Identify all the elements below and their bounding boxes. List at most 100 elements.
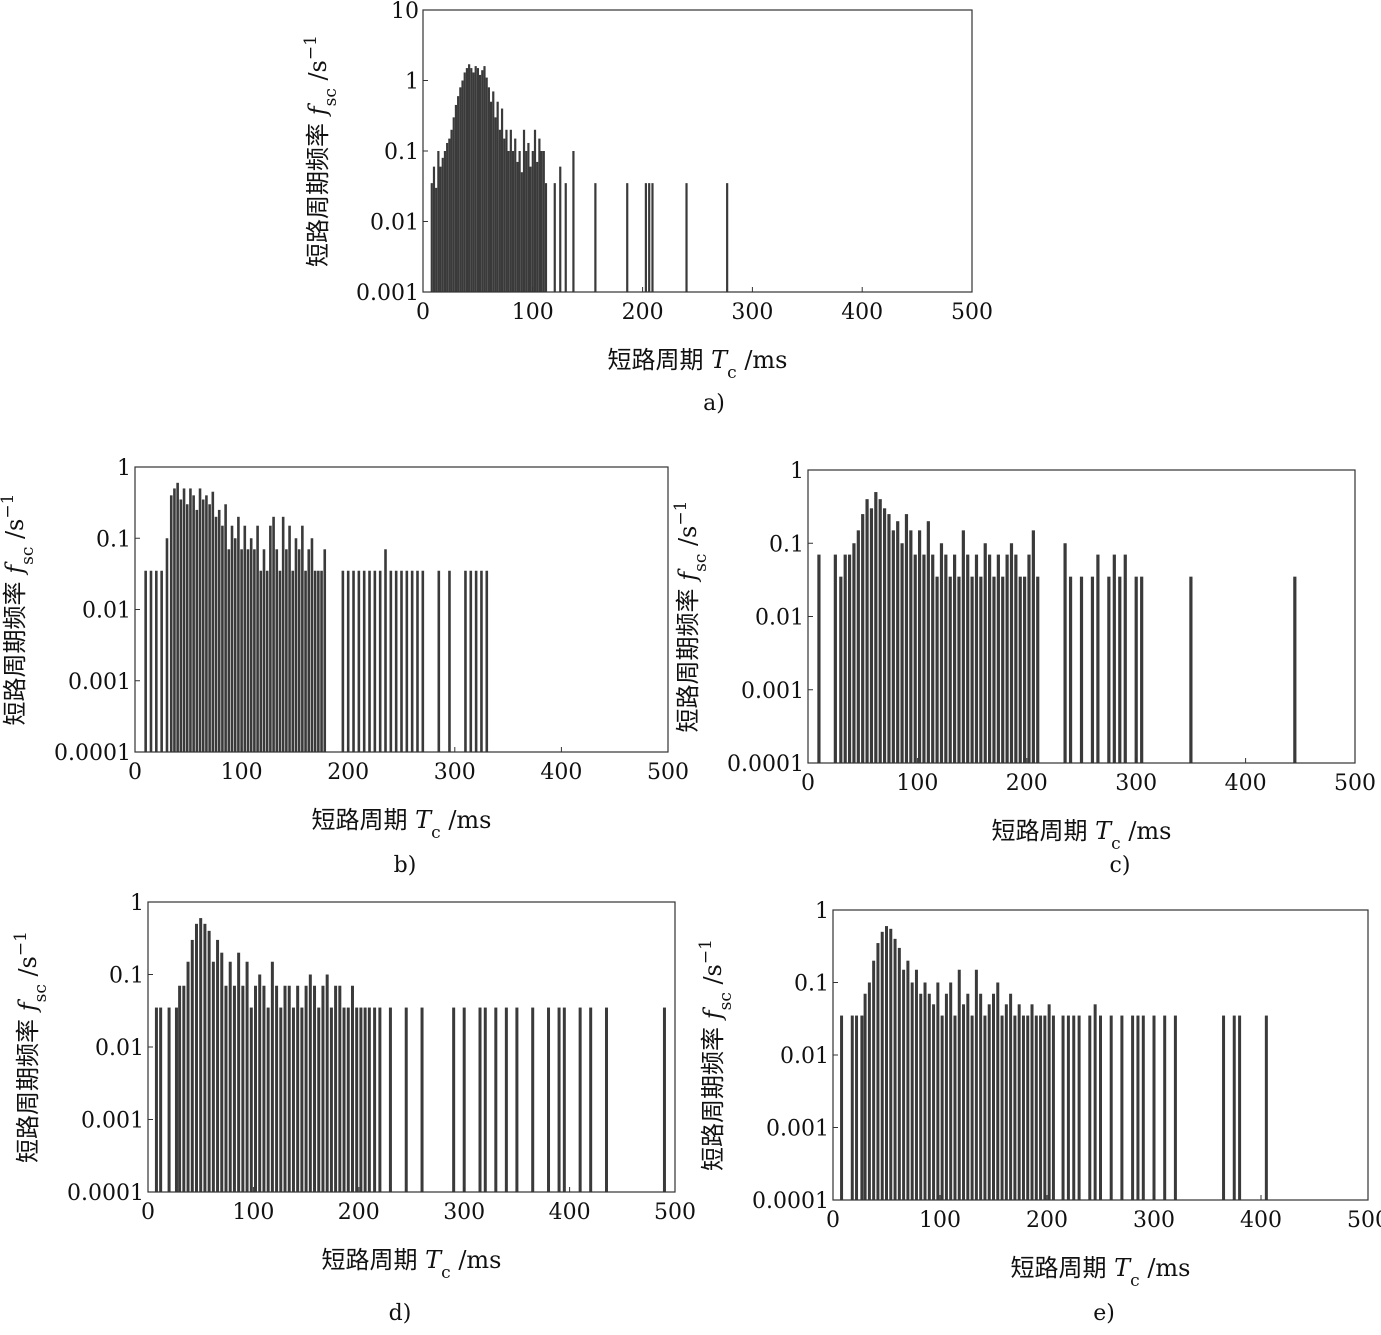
- bar: [478, 1007, 482, 1192]
- bar: [208, 504, 211, 752]
- y-tick-label: 0.1: [384, 140, 419, 165]
- bar: [461, 80, 464, 292]
- bar: [1189, 576, 1193, 763]
- bar: [516, 161, 519, 292]
- bar: [1173, 1015, 1177, 1200]
- bar: [974, 969, 978, 1200]
- bar: [221, 525, 224, 752]
- bar: [840, 1015, 844, 1200]
- bar: [923, 982, 927, 1200]
- bar: [944, 993, 948, 1200]
- bar: [531, 151, 534, 292]
- bar: [1004, 1004, 1008, 1200]
- x-tick-label: 0: [801, 771, 815, 796]
- bar: [211, 491, 215, 752]
- bar: [154, 1007, 158, 1192]
- bar: [992, 993, 995, 1200]
- bar: [518, 151, 521, 292]
- y-axis-label: 短路周期频率 fsc /s−1: [301, 35, 341, 267]
- bar: [483, 1007, 487, 1192]
- panel-label: d): [389, 1301, 412, 1326]
- bar: [1118, 576, 1122, 763]
- bar: [296, 985, 300, 1192]
- bar: [983, 1015, 987, 1200]
- bar: [388, 1007, 392, 1192]
- bar: [562, 1007, 566, 1192]
- bar: [378, 1007, 382, 1192]
- bar: [454, 104, 458, 292]
- bar: [896, 521, 900, 763]
- bar: [432, 166, 436, 292]
- x-axis-label: 短路周期 Tc /ms: [312, 806, 492, 843]
- bar: [243, 525, 247, 752]
- bar: [220, 952, 224, 1192]
- bar: [313, 570, 317, 752]
- bar: [258, 974, 262, 1192]
- x-tick-label: 400: [1240, 1208, 1282, 1233]
- bar: [435, 187, 438, 292]
- bar: [199, 918, 203, 1192]
- bar: [856, 530, 860, 763]
- y-axis-label: 短路周期频率 fsc /s−1: [0, 494, 38, 726]
- bar: [338, 985, 342, 1192]
- bar: [346, 1007, 350, 1192]
- bar: [1152, 1015, 1156, 1200]
- x-tick-label: 400: [1225, 771, 1267, 796]
- bar: [452, 117, 455, 292]
- bar: [198, 488, 202, 752]
- bar: [867, 982, 871, 1200]
- bar: [874, 492, 878, 763]
- bar: [891, 530, 895, 763]
- x-tick-label: 300: [1133, 1208, 1175, 1233]
- bar: [279, 1007, 283, 1192]
- y-tick-label: 0.01: [95, 1036, 144, 1061]
- x-tick-label: 100: [919, 1208, 961, 1233]
- y-tick-label: 0.1: [769, 532, 804, 557]
- bar: [1141, 1015, 1145, 1200]
- bar: [195, 509, 199, 752]
- bar: [186, 961, 190, 1192]
- bar: [448, 570, 451, 752]
- bar: [470, 68, 473, 292]
- panel-label: b): [394, 853, 417, 878]
- y-tick-label: 1: [117, 456, 131, 481]
- bar: [232, 985, 236, 1192]
- bar: [404, 1007, 408, 1192]
- bar: [192, 495, 195, 752]
- bar: [1238, 1015, 1242, 1200]
- bar: [350, 985, 354, 1192]
- bar: [297, 549, 301, 752]
- bar: [589, 1007, 593, 1192]
- bar: [275, 985, 279, 1192]
- bar: [240, 549, 243, 752]
- bar: [173, 488, 176, 752]
- bar: [270, 961, 274, 1192]
- bar: [224, 985, 228, 1192]
- y-axis-label: 短路周期频率 fsc /s−1: [671, 501, 711, 733]
- x-tick-label: 500: [951, 300, 993, 325]
- bar: [1112, 554, 1116, 763]
- bar: [860, 1015, 864, 1200]
- bar: [410, 570, 414, 752]
- y-tick-label: 0.001: [741, 679, 804, 704]
- bar: [342, 1007, 346, 1192]
- bar: [648, 183, 651, 292]
- bar: [182, 985, 186, 1192]
- bar: [272, 516, 275, 752]
- bar: [1034, 1015, 1038, 1200]
- bar: [179, 499, 183, 752]
- bar: [1232, 1015, 1236, 1200]
- bar: [201, 499, 205, 752]
- y-tick-label: 10: [391, 0, 419, 24]
- bar: [505, 129, 508, 292]
- bar: [416, 570, 419, 752]
- bar: [540, 151, 543, 292]
- bar: [190, 939, 194, 1192]
- bar: [839, 576, 843, 763]
- x-tick-label: 500: [654, 1200, 696, 1225]
- bar: [1109, 1015, 1113, 1200]
- bar: [1036, 576, 1040, 763]
- bar: [485, 77, 488, 292]
- bar: [1061, 1015, 1065, 1200]
